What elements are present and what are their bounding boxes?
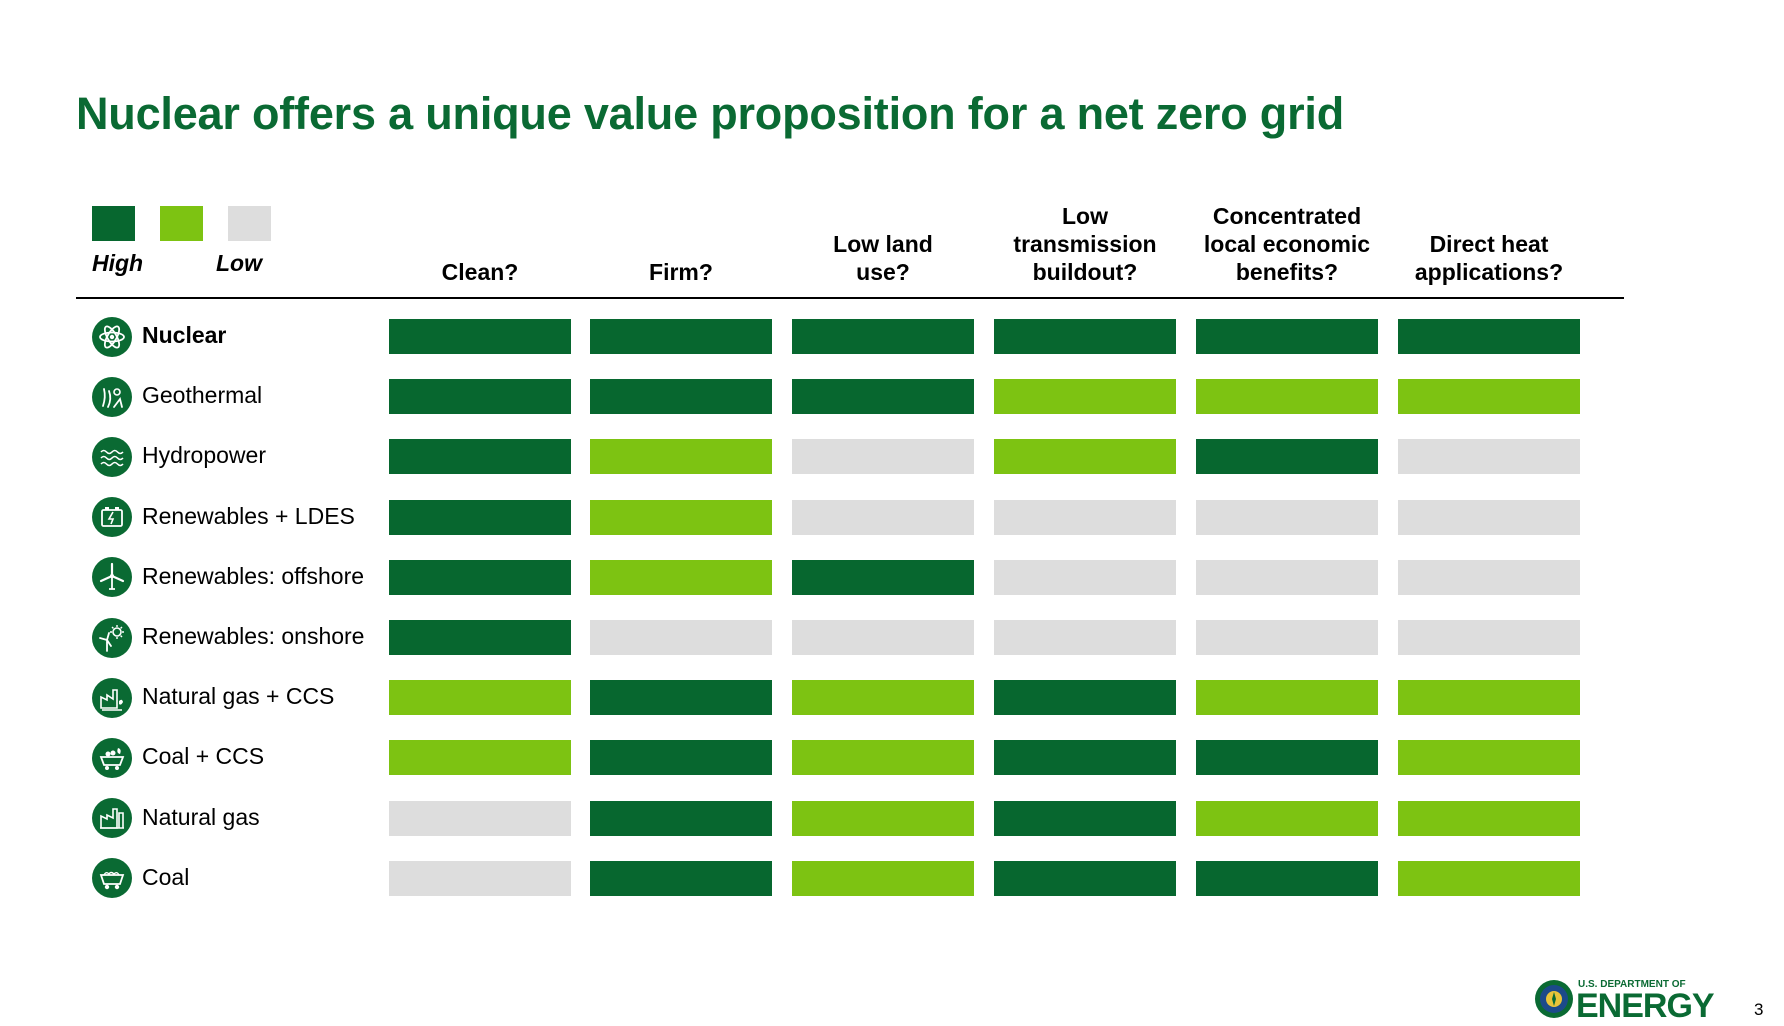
rating-cell bbox=[590, 680, 772, 716]
rating-cell bbox=[389, 439, 571, 475]
slide-title: Nuclear offers a unique value propositio… bbox=[76, 88, 1344, 139]
rating-cell bbox=[792, 559, 974, 595]
rating-cell bbox=[1398, 559, 1580, 595]
sun-wind-icon bbox=[92, 617, 132, 658]
row-label: Geothermal bbox=[142, 382, 263, 409]
row-label: Renewables: offshore bbox=[142, 562, 365, 589]
column-header-2: Firm? bbox=[649, 259, 713, 285]
row-label: Natural gas bbox=[142, 803, 260, 830]
column-header-1: Clean? bbox=[441, 259, 519, 285]
rating-cell bbox=[1398, 439, 1580, 475]
rating-cell bbox=[389, 680, 571, 716]
rating-cell bbox=[1398, 740, 1580, 776]
rating-cell bbox=[1196, 319, 1378, 354]
rating-cell bbox=[994, 559, 1176, 595]
rating-cell bbox=[389, 379, 571, 415]
rating-cell bbox=[792, 620, 974, 655]
atom-icon bbox=[92, 316, 132, 357]
doe-logo-small-text: U.S. DEPARTMENT OF bbox=[1578, 979, 1686, 990]
rating-cell bbox=[1398, 800, 1580, 836]
doe-logo-big-text: ENERGY bbox=[1576, 987, 1715, 1025]
rating-cell bbox=[994, 439, 1176, 475]
rating-cell bbox=[1196, 499, 1378, 535]
geothermal-icon bbox=[92, 376, 132, 417]
rating-cell bbox=[590, 800, 772, 836]
rating-cell bbox=[389, 499, 571, 535]
column-header-5: Concentrated local economic benefits? bbox=[1203, 203, 1371, 285]
row-label: Coal bbox=[142, 863, 190, 890]
rating-cell bbox=[1398, 379, 1580, 415]
rating-cell bbox=[792, 740, 974, 776]
coal-cart-icon bbox=[92, 858, 132, 899]
rating-cell bbox=[792, 860, 974, 896]
rating-cell bbox=[590, 559, 772, 595]
rating-cell bbox=[1196, 559, 1378, 595]
rating-cell bbox=[1196, 439, 1378, 475]
rating-cell bbox=[994, 680, 1176, 716]
rating-cell bbox=[389, 620, 571, 655]
rating-cell bbox=[1196, 680, 1378, 716]
rating-cell bbox=[1398, 499, 1580, 535]
page-number: 3 bbox=[1754, 1000, 1764, 1019]
rating-cell bbox=[994, 499, 1176, 535]
row-label: Natural gas + CCS bbox=[142, 683, 335, 710]
rating-cell bbox=[1196, 800, 1378, 836]
water-waves-icon bbox=[92, 436, 132, 477]
rating-cell bbox=[1196, 620, 1378, 655]
rating-cell bbox=[1398, 319, 1580, 354]
rating-cell bbox=[1196, 379, 1378, 415]
rating-cell bbox=[792, 319, 974, 354]
factory-icon bbox=[92, 798, 132, 839]
rating-cell bbox=[1398, 680, 1580, 716]
rating-cell bbox=[994, 860, 1176, 896]
rating-cell bbox=[792, 499, 974, 535]
rating-cell bbox=[590, 379, 772, 415]
row-label: Hydropower bbox=[142, 442, 266, 469]
rating-cell bbox=[994, 620, 1176, 655]
rating-cell bbox=[792, 800, 974, 836]
rating-cell bbox=[590, 620, 772, 655]
rating-cell bbox=[389, 860, 571, 896]
rating-cell bbox=[994, 379, 1176, 415]
row-label: Coal + CCS bbox=[142, 743, 265, 770]
column-header-4: Low transmission buildout? bbox=[1013, 203, 1157, 285]
rating-cell bbox=[792, 379, 974, 415]
doe-seal-icon bbox=[1535, 980, 1573, 1018]
gas-plant-ccs-icon bbox=[92, 677, 132, 718]
rating-cell bbox=[994, 740, 1176, 776]
rating-cell bbox=[792, 680, 974, 716]
coal-cart-ccs-icon bbox=[92, 737, 132, 778]
rating-cell bbox=[1398, 860, 1580, 896]
column-header-3: Low land use? bbox=[833, 231, 933, 285]
rating-cell bbox=[792, 439, 974, 475]
column-header-6: Direct heat applications? bbox=[1414, 231, 1564, 285]
rating-cell bbox=[994, 800, 1176, 836]
row-label: Nuclear bbox=[142, 322, 227, 348]
row-label: Renewables + LDES bbox=[142, 502, 355, 529]
battery-icon bbox=[92, 497, 132, 538]
rating-cell bbox=[389, 559, 571, 595]
rating-cell bbox=[994, 319, 1176, 354]
rating-cell bbox=[590, 499, 772, 535]
wind-turbine-icon bbox=[92, 557, 132, 598]
legend-label-high: High bbox=[92, 250, 144, 276]
rating-cell bbox=[1398, 620, 1580, 655]
rating-cell bbox=[590, 740, 772, 776]
rating-cell bbox=[1196, 860, 1378, 896]
rating-cell bbox=[590, 439, 772, 475]
legend-swatch-medium bbox=[160, 206, 203, 241]
legend-swatch-low bbox=[228, 206, 271, 241]
rating-cell bbox=[590, 860, 772, 896]
doe-logo: U.S. DEPARTMENT OF ENERGY bbox=[1534, 976, 1715, 1025]
legend-swatch-high bbox=[92, 206, 135, 241]
rating-cell bbox=[389, 319, 571, 354]
header-divider bbox=[76, 297, 1624, 299]
rating-cell bbox=[389, 800, 571, 836]
row-label: Renewables: onshore bbox=[142, 623, 365, 649]
rating-cell bbox=[590, 319, 772, 354]
rating-cell bbox=[1196, 740, 1378, 776]
legend-label-low: Low bbox=[216, 250, 262, 276]
rating-cell bbox=[389, 740, 571, 776]
